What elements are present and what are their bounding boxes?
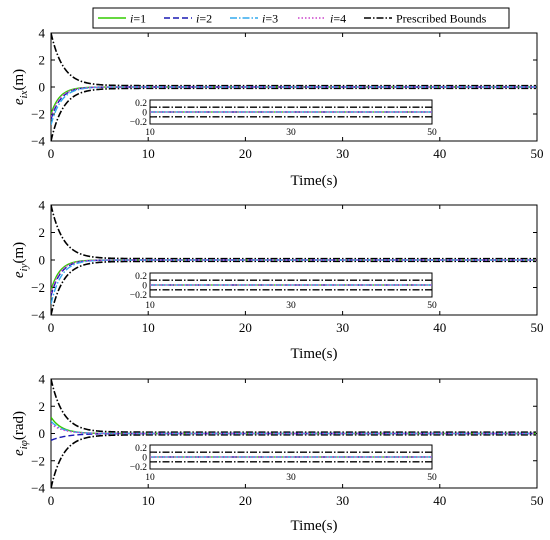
y-tick-label: −4 <box>31 134 45 149</box>
inset-x-tick-label: 50 <box>427 128 437 138</box>
y-axis-label: eiy(m) <box>11 242 30 278</box>
series-line-1 <box>51 416 537 435</box>
y-tick-label: 4 <box>39 198 46 213</box>
x-tick-label: 30 <box>336 320 349 335</box>
x-axis-label: Time(s) <box>291 173 338 189</box>
legend-entry-2: i=2 <box>196 12 212 26</box>
y-axis-label: eiφ(rad) <box>11 411 30 456</box>
x-tick-label: 0 <box>48 493 55 508</box>
legend-entry-1: i=1 <box>130 12 146 26</box>
y-tick-label: −4 <box>31 308 45 323</box>
x-tick-label: 10 <box>142 320 155 335</box>
series-line-4 <box>51 259 537 294</box>
inset-plot: 10 30 50 0.20−0.2 <box>130 444 437 483</box>
y-tick-label: −2 <box>31 280 45 295</box>
inset-plot: 10 30 50 0.20−0.2 <box>130 99 437 138</box>
y-tick-label: 4 <box>39 26 46 41</box>
x-tick-label: 30 <box>336 493 349 508</box>
inset-x-tick-label: 10 <box>145 301 155 311</box>
legend-entry-4: i=4 <box>330 12 346 26</box>
inset-y-tick-label: 0 <box>142 282 147 292</box>
x-axis-label: Time(s) <box>291 518 338 534</box>
inset-y-tick-label: 0 <box>142 454 147 464</box>
legend-entry-3: i=3 <box>262 12 278 26</box>
y-tick-label: 0 <box>39 426 46 441</box>
inset-y-tick-label: 0.2 <box>135 99 147 109</box>
inset-plot: 10 30 50 0.20−0.2 <box>130 272 437 311</box>
inset-x-tick-label: 10 <box>145 473 155 483</box>
x-tick-label: 40 <box>433 146 446 161</box>
lower-bound-line <box>51 434 537 488</box>
x-tick-label: 50 <box>531 146 544 161</box>
inset-y-tick-label: 0.2 <box>135 272 147 282</box>
lower-bound-line <box>51 87 537 141</box>
y-axis-label: eix(m) <box>11 69 30 105</box>
x-tick-label: 20 <box>239 493 252 508</box>
y-tick-label: −2 <box>31 453 45 468</box>
inset-x-tick-label: 50 <box>427 301 437 311</box>
x-tick-label: 0 <box>48 320 55 335</box>
inset-x-tick-label: 30 <box>286 128 296 138</box>
upper-bound-line <box>51 33 537 87</box>
x-tick-label: 50 <box>531 493 544 508</box>
x-tick-label: 40 <box>433 493 446 508</box>
y-tick-label: −2 <box>31 107 45 122</box>
inset-x-tick-label: 30 <box>286 301 296 311</box>
inset-x-tick-label: 10 <box>145 128 155 138</box>
x-tick-label: 30 <box>336 146 349 161</box>
inset-y-tick-label: 0.2 <box>135 444 147 454</box>
inset-y-tick-label: 0 <box>142 109 147 119</box>
inset-x-tick-label: 50 <box>427 473 437 483</box>
upper-bound-line <box>51 205 537 260</box>
upper-bound-line <box>51 379 537 433</box>
x-tick-label: 20 <box>239 320 252 335</box>
y-tick-label: 0 <box>39 80 46 95</box>
legend: i=1 i=2 i=3 i=4 Prescribed Bounds <box>92 7 510 29</box>
x-tick-label: 20 <box>239 146 252 161</box>
x-tick-label: 0 <box>48 146 55 161</box>
x-tick-label: 10 <box>142 493 155 508</box>
x-tick-label: 40 <box>433 320 446 335</box>
inset-y-tick-label: −0.2 <box>130 291 147 301</box>
y-tick-label: −4 <box>31 481 45 496</box>
series-line-4 <box>51 86 537 117</box>
inset-y-tick-label: −0.2 <box>130 118 147 128</box>
legend-box <box>92 7 510 29</box>
y-tick-label: 4 <box>39 372 46 387</box>
lower-bound-line <box>51 260 537 315</box>
series-line-2 <box>51 432 537 441</box>
x-tick-label: 50 <box>531 320 544 335</box>
inset-y-tick-label: −0.2 <box>130 463 147 473</box>
legend-entry-5: Prescribed Bounds <box>396 12 487 26</box>
x-tick-label: 10 <box>142 146 155 161</box>
y-tick-label: 0 <box>39 253 46 268</box>
x-axis-label: Time(s) <box>291 346 338 362</box>
y-tick-label: 2 <box>39 53 46 68</box>
y-tick-label: 2 <box>39 399 46 414</box>
y-tick-label: 2 <box>39 225 46 240</box>
inset-x-tick-label: 30 <box>286 473 296 483</box>
